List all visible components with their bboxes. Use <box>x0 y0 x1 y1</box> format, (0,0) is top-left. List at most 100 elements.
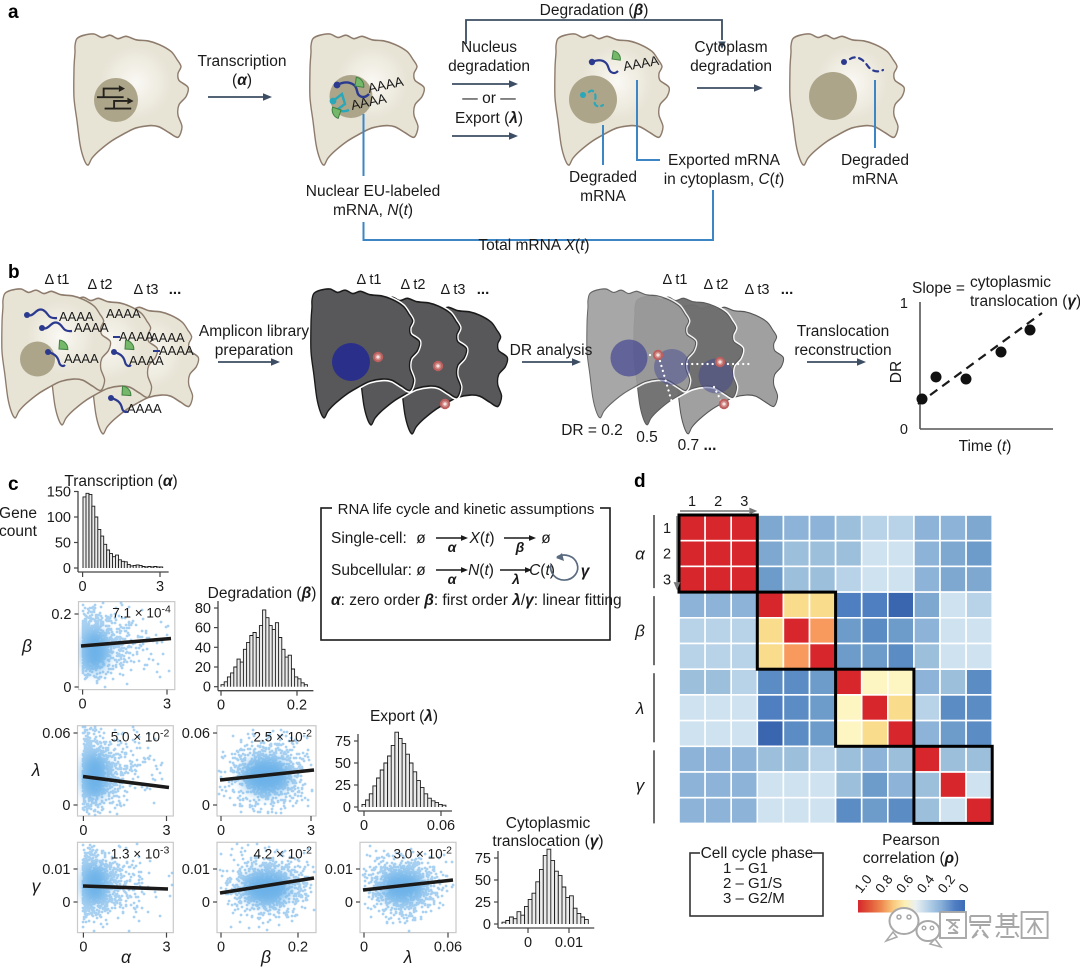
svg-text:Cytoplasmic: Cytoplasmic <box>506 815 591 832</box>
svg-text:Degraded: Degraded <box>569 169 637 186</box>
svg-text:in cytoplasm, C(t): in cytoplasm, C(t) <box>664 171 785 188</box>
svg-text:Slope =: Slope = <box>912 280 965 297</box>
svg-text:0.06: 0.06 <box>182 726 210 742</box>
svg-text:...: ... <box>781 281 794 298</box>
svg-text:1 – G1: 1 – G1 <box>723 860 768 877</box>
svg-text:AAAA: AAAA <box>119 329 154 344</box>
svg-text:50: 50 <box>475 873 491 889</box>
svg-text:4.2 × 10-2: 4.2 × 10-2 <box>253 844 312 861</box>
svg-text:0: 0 <box>203 680 211 696</box>
svg-text:AAAA: AAAA <box>106 306 141 321</box>
svg-text:Δ t3: Δ t3 <box>440 282 465 298</box>
svg-text:100: 100 <box>47 510 71 526</box>
svg-text:Nucleus: Nucleus <box>461 39 517 56</box>
svg-text:2.5 × 10-2: 2.5 × 10-2 <box>253 728 312 745</box>
svg-text:50: 50 <box>55 536 71 552</box>
svg-text:0: 0 <box>62 895 70 911</box>
svg-text:0: 0 <box>483 917 491 933</box>
svg-text:λ: λ <box>635 699 644 718</box>
svg-text:RNA life cycle and kinetic ass: RNA life cycle and kinetic assumptions <box>338 501 595 518</box>
svg-text:3: 3 <box>663 572 671 588</box>
svg-text:75: 75 <box>475 851 491 867</box>
svg-text:preparation: preparation <box>215 342 293 359</box>
svg-text:0: 0 <box>524 935 532 951</box>
svg-text:AAAA: AAAA <box>150 330 185 345</box>
svg-text:α: α <box>448 539 458 555</box>
svg-text:AAAA: AAAA <box>350 91 388 113</box>
svg-text:Δ t1: Δ t1 <box>662 272 687 288</box>
svg-text:β: β <box>21 636 32 656</box>
svg-text:5.0 × 10-2: 5.0 × 10-2 <box>111 728 170 745</box>
svg-text:(α): (α) <box>232 72 252 89</box>
svg-text:Translocation: Translocation <box>797 323 889 340</box>
svg-text:DR analysis: DR analysis <box>510 342 593 359</box>
svg-text:Time (t): Time (t) <box>959 438 1012 455</box>
svg-text:Transcription (α): Transcription (α) <box>64 473 177 490</box>
svg-text:0: 0 <box>360 940 368 956</box>
svg-text:3 – G2/M: 3 – G2/M <box>723 890 785 907</box>
svg-text:Cytoplasm: Cytoplasm <box>694 39 767 56</box>
svg-text:2: 2 <box>663 547 671 563</box>
svg-text:3: 3 <box>307 823 315 839</box>
svg-text:d: d <box>634 471 646 492</box>
svg-text:150: 150 <box>47 485 71 501</box>
svg-text:0: 0 <box>360 818 368 834</box>
svg-text:Degraded: Degraded <box>841 152 909 169</box>
svg-text:0.7 ...: 0.7 ... <box>678 437 717 454</box>
svg-text:1: 1 <box>688 494 696 510</box>
svg-text:3: 3 <box>163 697 171 713</box>
svg-text:2 – G1/S: 2 – G1/S <box>723 875 782 892</box>
svg-text:β: β <box>634 622 645 641</box>
svg-text:α: α <box>635 545 646 564</box>
svg-text:1.3 × 10-3: 1.3 × 10-3 <box>111 844 170 861</box>
svg-text:AAAA: AAAA <box>64 351 99 366</box>
svg-text:AAAA: AAAA <box>59 309 94 324</box>
svg-text:reconstruction: reconstruction <box>794 342 891 359</box>
svg-text:0: 0 <box>202 895 210 911</box>
svg-text:0.01: 0.01 <box>42 862 70 878</box>
svg-text:Degradation (β): Degradation (β) <box>208 585 317 602</box>
svg-text:0: 0 <box>79 823 87 839</box>
svg-text:0: 0 <box>217 698 225 714</box>
svg-text:mRNA, N(t): mRNA, N(t) <box>333 202 413 219</box>
svg-text:α: zero order β: first order: α: zero order β: first order λ/γ: linear… <box>331 592 622 609</box>
svg-text:0: 0 <box>900 422 908 438</box>
svg-text:degradation: degradation <box>448 58 530 75</box>
svg-text:Δ t1: Δ t1 <box>44 272 69 288</box>
svg-text:Δ t1: Δ t1 <box>356 272 381 288</box>
svg-text:AAAA: AAAA <box>367 74 405 96</box>
svg-text:60: 60 <box>195 621 211 637</box>
svg-text:0: 0 <box>62 798 70 814</box>
svg-text:0.01: 0.01 <box>555 935 583 951</box>
svg-text:25: 25 <box>335 778 351 794</box>
svg-text:Degradation (β): Degradation (β) <box>540 2 649 19</box>
svg-text:50: 50 <box>335 756 351 772</box>
svg-text:Δ t2: Δ t2 <box>400 277 425 293</box>
svg-text:3: 3 <box>740 494 748 510</box>
svg-text:2: 2 <box>714 494 722 510</box>
svg-text:Δ t2: Δ t2 <box>87 277 112 293</box>
svg-text:0: 0 <box>202 798 210 814</box>
svg-text:3: 3 <box>156 579 164 595</box>
svg-text:AAAA: AAAA <box>129 353 164 368</box>
svg-text:degradation: degradation <box>690 58 772 75</box>
svg-text:— or —: — or — <box>462 90 516 107</box>
svg-text:0: 0 <box>217 823 225 839</box>
svg-text:Δ t3: Δ t3 <box>133 282 158 298</box>
svg-text:0.06: 0.06 <box>434 940 462 956</box>
svg-text:AAAA: AAAA <box>159 343 194 358</box>
svg-text:Δ t2: Δ t2 <box>703 277 728 293</box>
svg-text:α: α <box>121 947 132 967</box>
svg-text:β: β <box>260 947 271 967</box>
svg-text:25: 25 <box>475 895 491 911</box>
svg-text:ø: ø <box>416 530 426 547</box>
svg-text:Amplicon library: Amplicon library <box>199 323 310 340</box>
svg-text:0.01: 0.01 <box>325 862 353 878</box>
svg-text:β: β <box>515 539 525 555</box>
svg-text:ø: ø <box>416 562 426 579</box>
svg-text:1: 1 <box>663 521 671 537</box>
svg-text:λ: λ <box>403 947 413 967</box>
svg-text:0: 0 <box>63 561 71 577</box>
svg-text:c: c <box>8 474 19 495</box>
svg-text:γ: γ <box>636 776 646 795</box>
